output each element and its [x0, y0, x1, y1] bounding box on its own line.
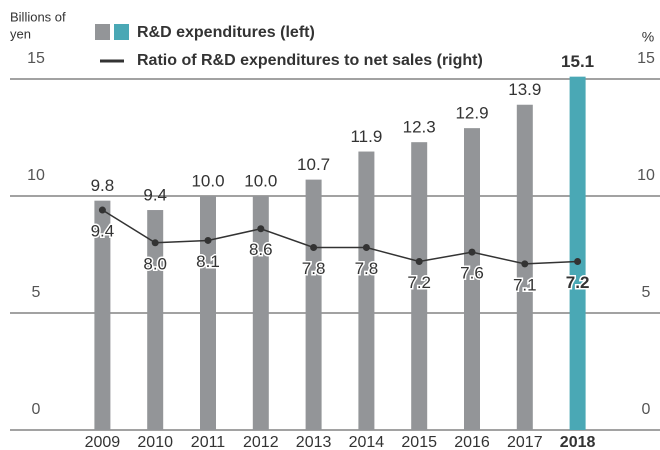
- line-point: [98, 206, 106, 214]
- x-tick-label: 2016: [454, 434, 490, 450]
- y2-axis-label: %: [642, 29, 654, 45]
- x-tick-label: 2012: [243, 434, 279, 450]
- data-label: 7.6: [460, 264, 484, 283]
- legend-label: R&D expenditures (left): [137, 24, 315, 41]
- x-tick-label: 2015: [401, 434, 437, 450]
- data-label: 7.8: [302, 259, 326, 278]
- bar: [94, 200, 111, 430]
- data-label: 13.9: [508, 80, 541, 99]
- data-label: 12.3: [403, 118, 436, 137]
- line-point: [574, 258, 582, 266]
- line-point: [362, 243, 370, 251]
- bar: [358, 151, 375, 431]
- line-point: [151, 239, 159, 247]
- line-point: [415, 258, 423, 266]
- legend-swatch: [114, 24, 129, 40]
- data-label: 10.7: [297, 155, 330, 174]
- line-point: [310, 243, 318, 251]
- y-axis-label: Billions of: [10, 9, 66, 24]
- data-label: 12.9: [455, 104, 488, 123]
- line-point: [468, 248, 476, 256]
- y2-tick-label: 0: [642, 401, 651, 418]
- y-tick-label: 5: [32, 284, 41, 301]
- data-label: 8.1: [196, 252, 220, 271]
- y-tick-label: 15: [27, 50, 45, 67]
- bar: [252, 196, 269, 430]
- data-label: 7.2: [566, 273, 590, 292]
- x-tick-label: 2009: [85, 434, 121, 450]
- bar: [411, 142, 428, 430]
- data-label: 8.0: [143, 254, 167, 273]
- x-tick-label: 2010: [137, 434, 173, 450]
- legend-swatch: [95, 24, 110, 40]
- x-tick-label: 2013: [296, 434, 332, 450]
- y2-tick-label: 10: [637, 167, 655, 184]
- data-label: 11.9: [350, 127, 382, 146]
- data-label: 9.4: [143, 186, 167, 205]
- data-label: 7.1: [513, 275, 537, 294]
- data-label: 9.8: [91, 176, 115, 195]
- line: [102, 209, 578, 265]
- line-point: [257, 225, 265, 233]
- data-label: 15.1: [561, 52, 594, 71]
- legend-label: Ratio of R&D expenditures to net sales (…: [137, 52, 483, 69]
- line-point: [521, 260, 529, 268]
- y-tick-label: 10: [27, 167, 45, 184]
- data-label: 10.0: [244, 171, 277, 190]
- x-tick-label: 2011: [191, 434, 226, 450]
- data-label: 9.4: [91, 222, 115, 241]
- data-label: 7.8: [355, 259, 379, 278]
- line-point: [204, 236, 212, 244]
- bar: [147, 210, 164, 430]
- bar: [200, 196, 216, 430]
- y2-tick-label: 5: [642, 284, 651, 301]
- data-label: 7.2: [407, 273, 431, 292]
- bar: [516, 104, 533, 431]
- x-tick-label: 2017: [507, 434, 543, 450]
- y-tick-label: 0: [32, 401, 41, 418]
- data-label: 8.6: [249, 240, 273, 259]
- bar: [464, 128, 480, 430]
- bar: [305, 179, 322, 430]
- data-label: 10.0: [191, 171, 224, 190]
- y2-tick-label: 15: [637, 50, 655, 67]
- bar: [569, 76, 586, 430]
- y-axis-label: yen: [10, 26, 31, 41]
- x-tick-label: 2018: [560, 434, 596, 450]
- x-tick-label: 2014: [349, 434, 385, 450]
